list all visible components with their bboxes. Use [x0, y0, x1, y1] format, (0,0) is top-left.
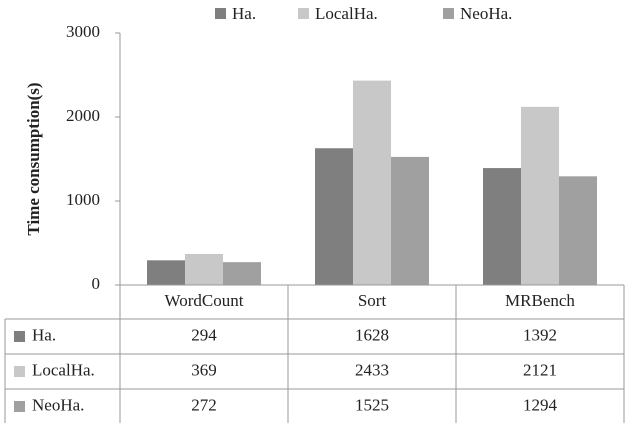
bar [223, 262, 261, 285]
bar [559, 176, 597, 285]
table-value: 272 [191, 395, 217, 414]
y-tick-label: 3000 [66, 22, 100, 41]
bar [353, 80, 391, 286]
x-tick-label: Sort [358, 291, 387, 310]
table-series-label: NeoHa. [32, 395, 84, 414]
bar [147, 260, 185, 285]
legend-swatch [298, 8, 309, 19]
bar [391, 156, 429, 285]
legend-label: Ha. [232, 4, 256, 23]
table-swatch [14, 401, 25, 412]
table-series-label: Ha. [32, 325, 56, 344]
table-value: 2433 [355, 360, 389, 379]
bar [185, 254, 223, 285]
bar [521, 106, 559, 285]
legend-swatch [443, 8, 454, 19]
bar [483, 168, 521, 285]
table-value: 1628 [355, 325, 389, 344]
y-axis-title: Time consumption(s) [24, 82, 43, 235]
x-tick-label: MRBench [505, 291, 575, 310]
legend-label: LocalHa. [315, 4, 378, 23]
bar [315, 148, 353, 285]
legend-swatch [215, 8, 226, 19]
table-series-label: LocalHa. [32, 360, 95, 379]
table-value: 1392 [523, 325, 557, 344]
legend-label: NeoHa. [460, 4, 512, 23]
table-value: 2121 [523, 360, 557, 379]
table-value: 294 [191, 325, 217, 344]
table-value: 1525 [355, 395, 389, 414]
y-tick-label: 1000 [66, 190, 100, 209]
table-value: 1294 [523, 395, 558, 414]
table-value: 369 [191, 360, 217, 379]
table-swatch [14, 366, 25, 377]
x-tick-label: WordCount [165, 291, 244, 310]
y-tick-label: 2000 [66, 106, 100, 125]
table-swatch [14, 331, 25, 342]
y-tick-label: 0 [92, 274, 101, 293]
